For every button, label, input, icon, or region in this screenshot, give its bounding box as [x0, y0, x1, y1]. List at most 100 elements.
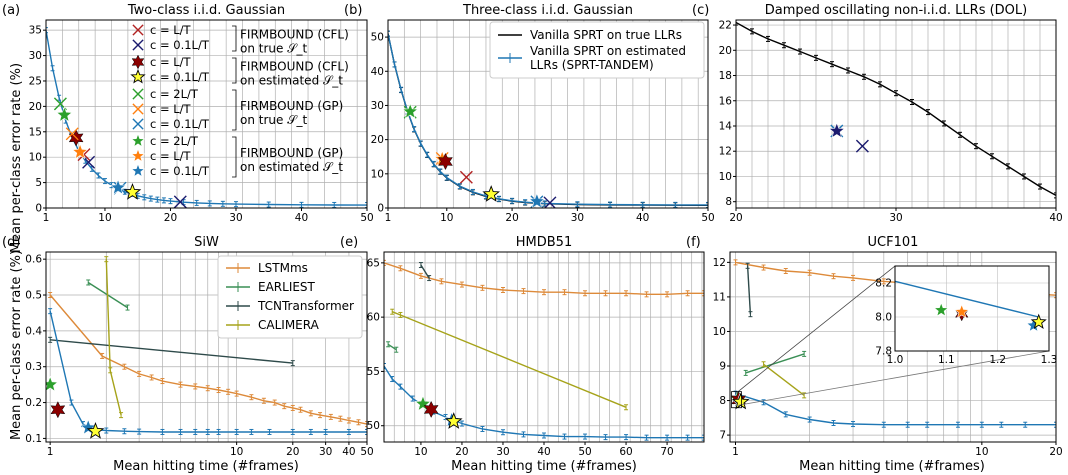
marker-x-stroke: [65, 127, 79, 141]
marker-x-stroke: [132, 39, 144, 51]
series-group: [736, 20, 1056, 199]
x-tick-label: 1: [732, 446, 739, 458]
marker-x-stroke: [459, 170, 473, 184]
markers-group: [46, 375, 105, 439]
y-axis-label-bottom: Mean per-class error rate (%): [9, 250, 24, 440]
panel-e: 10 20 30 40 50 60 70 50 55 60 65 HMDB51 (e) Mean hitt…: [340, 235, 705, 474]
inset-connector: [735, 265, 896, 394]
y-tick-label: 18: [719, 70, 732, 82]
legend-box: [489, 21, 705, 79]
y-tick-label: 8: [725, 196, 732, 208]
marker-x: [132, 88, 144, 100]
legend-group-text: on true 𝒮_t: [240, 113, 307, 127]
panel-title: UCF101: [868, 235, 919, 250]
marker-star: [401, 102, 419, 119]
legend-entry-label: Vanilla SPRT on estimated: [530, 44, 686, 58]
x-tick-label: 30: [496, 446, 509, 458]
y-tick-label: 0: [377, 203, 384, 215]
legend-group-text: on estimated 𝒮_t: [240, 74, 343, 88]
legend-entry-label: c = 0.1L/T: [150, 117, 210, 131]
marker-x: [132, 103, 144, 115]
y-tick-label: 12: [713, 257, 726, 269]
x-tick-label: 20: [164, 212, 177, 224]
x-tick-label: 40: [636, 212, 649, 224]
x-tick-label: 20: [1049, 446, 1062, 458]
x-tick-label: 50: [578, 446, 591, 458]
marker-x-stroke: [173, 195, 187, 208]
series-line-tcntransformer: [746, 265, 752, 315]
series-line-earliest: [387, 343, 397, 351]
x-tick-label: 40: [342, 446, 355, 458]
panel-title: Three-class i.i.d. Gaussian: [462, 3, 633, 18]
legend-entry-label: CALIMERA: [258, 318, 320, 332]
x-tick-label: 1: [385, 212, 392, 224]
inset-x-tick-label: 1.1: [938, 354, 955, 366]
y-tick-label: 55: [367, 366, 380, 378]
inset-border: [894, 265, 1050, 352]
series-line-tcntransformer: [50, 339, 293, 364]
legend-entry-label: c = 0.1L/T: [150, 164, 210, 178]
inset-x-tick-label: 1.0: [887, 354, 904, 366]
x-tick-label: 1: [47, 446, 54, 458]
y-tick-label: 0.4: [25, 325, 42, 337]
y-tick-label: 0.1: [25, 433, 42, 445]
y-tick-label: 60: [367, 312, 380, 324]
markers-group: [401, 102, 557, 208]
x-tick-label: 10: [440, 212, 453, 224]
legend-entry-label: LLRs (SPRT-TANDEM): [530, 58, 654, 72]
legend-group-text: FIRMBOUND (CFL): [240, 60, 349, 74]
x-tick-label: 50: [360, 212, 373, 224]
panel-b: 1 10 20 30 40 50 0 10 20 30 40 50 Three-class i.i.d.…: [344, 3, 715, 224]
panel-title: SiW: [194, 235, 219, 250]
panel-tag: (a): [2, 3, 20, 18]
legend-entry-label: LSTMms: [258, 261, 308, 275]
y-tick-label: 11: [713, 291, 726, 303]
x-tick-label: 10: [414, 446, 427, 458]
legend-b: Vanilla SPRT on true LLRs Vanilla SPRT on…: [489, 21, 705, 79]
marker-star-outline: [444, 412, 463, 429]
markers-group: [414, 395, 463, 429]
y-tick-label: 9: [719, 361, 726, 373]
y-tick-label: 0.3: [25, 361, 42, 373]
legend-entry-label: c = L/T: [150, 149, 192, 163]
y-tick-label: 25: [29, 75, 42, 87]
y-tick-label: 50: [367, 420, 380, 432]
x-tick-label: 40: [1049, 212, 1062, 224]
panel-f: 1 10 20 7 8 9 10 11 12 UCF101 (f) Mean hitting time…: [686, 235, 1063, 474]
series-line-vanilla-sprt-on-estimated-llrs-sprt-tandem-: [388, 33, 708, 206]
series-group: [384, 259, 704, 441]
series-line-earliest: [745, 353, 805, 374]
legend-bracket: [232, 89, 237, 131]
legend-entry-label: c = L/T: [150, 102, 192, 116]
legend-bracket: [232, 25, 237, 52]
legend-entry-label: EARLIEST: [258, 280, 316, 294]
marker-star: [71, 143, 89, 160]
x-tick-label: 20: [286, 446, 299, 458]
marker-x-stroke: [132, 88, 144, 100]
marker-x: [65, 127, 79, 141]
marker-x-stroke: [82, 155, 96, 169]
legend-bracket: [232, 136, 237, 178]
y-tick-label: 15: [29, 126, 42, 138]
plot-frame: [387, 19, 709, 209]
markers-group: [730, 389, 750, 410]
marker-x: [459, 170, 473, 184]
marker-star: [130, 163, 146, 178]
grid: [45, 20, 367, 209]
marker-star: [528, 192, 546, 208]
y-tick-label: 5: [35, 177, 42, 189]
x-tick-label: 20: [729, 212, 742, 224]
legend-entry-label: c = L/T: [150, 55, 192, 69]
y-tick-label: 0.2: [25, 397, 42, 409]
x-axis-label: Mean hitting time (#frames): [451, 459, 637, 474]
y-axis-label-top: Mean per-class error rate (%): [9, 63, 24, 253]
x-tick-label: 40: [295, 212, 308, 224]
marker-star: [414, 395, 432, 412]
x-tick-label: 1: [43, 212, 50, 224]
marker-star: [933, 302, 949, 317]
inset-y-tick-label: 8.2: [875, 278, 892, 290]
legend-d: LSTMms EARLIEST TCNTransformer CALIMERA: [217, 255, 363, 339]
y-tick-label: 35: [29, 25, 42, 37]
